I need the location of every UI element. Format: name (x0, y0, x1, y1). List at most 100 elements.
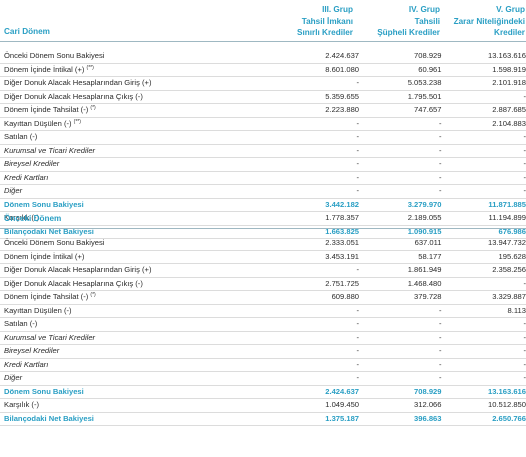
value-cell-group-5: - (441, 331, 526, 345)
row-label-text: Satılan (-) (4, 132, 38, 141)
value-cell-group-4: - (359, 171, 442, 185)
row-label: Dönem İçinde İntikal (+) (**) (0, 63, 256, 77)
value-cell-group-4: - (359, 317, 442, 332)
value-cell-group-5: 13.163.616 (441, 384, 526, 399)
row-label: Dönem Sonu Bakiyesi (0, 384, 256, 399)
group-5-subtitle-1: Zarar Niteliğindeki (453, 17, 525, 26)
row-label-text: Kayıttan Düşülen (-) (4, 118, 72, 128)
group-5-subtitle-2: Krediler (494, 28, 525, 37)
row-label-text: Dönem İçinde İntikal (+) (4, 251, 85, 261)
value-cell-group-5: 2.101.918 (441, 76, 526, 91)
column-header-group-3: III. Grup Tahsil İmkanı Sınırlı Krediler (297, 4, 353, 38)
section-title-previous: Önceki Dönem (4, 214, 62, 223)
row-label: Satılan (-) (0, 317, 256, 332)
value-cell-group-3: - (255, 344, 360, 359)
value-cell-group-3: 3.453.191 (255, 250, 360, 264)
value-cell-group-4: - (359, 130, 442, 145)
row-label-text: Diğer (4, 373, 23, 382)
group-3-title: III. Grup (322, 5, 353, 14)
value-cell-group-5: - (441, 157, 526, 172)
value-cell-group-4: - (359, 371, 442, 386)
table-row: Diğer Donuk Alacak Hesaplarından Giriş (… (0, 76, 526, 91)
value-cell-group-4: 1.795.501 (359, 90, 442, 104)
current-period-rows: Önceki Dönem Sonu Bakiyesi 2.424.637 708.9… (0, 50, 526, 239)
value-cell-group-4: - (359, 117, 442, 131)
table-row: Diğer Donuk Alacak Hesaplarına Çıkış (-)… (0, 277, 526, 291)
value-cell-group-4: 58.177 (359, 250, 442, 264)
value-cell-group-4: - (359, 304, 442, 318)
value-cell-group-3: - (255, 130, 360, 145)
row-label: Bireysel Krediler (0, 157, 256, 172)
row-footnote-marker: (**) (73, 118, 81, 125)
value-cell-group-5: - (441, 144, 526, 158)
row-label: Kayıttan Düşülen (-) (0, 304, 256, 318)
table-row: Bireysel Krediler - - - (0, 344, 526, 359)
table-row: Diğer - - - (0, 184, 526, 199)
row-label: Önceki Dönem Sonu Bakiyesi (0, 50, 256, 64)
value-cell-group-5: - (441, 358, 526, 372)
row-label: Diğer Donuk Alacak Hesaplarına Çıkış (-) (0, 277, 256, 291)
row-label: Kurumsal ve Ticari Krediler (0, 144, 256, 158)
row-label: Bireysel Krediler (0, 344, 256, 359)
table-row: Satılan (-) - - - (0, 130, 526, 145)
row-label-text: Dönem İçinde Tahsilat (-) (4, 105, 89, 114)
value-cell-group-3: 609.880 (255, 290, 360, 305)
value-cell-group-5: 11.194.899 (441, 211, 526, 226)
row-label-text: Karşılık (-) (4, 400, 40, 409)
value-cell-group-4: 396.863 (359, 412, 442, 426)
table-row: Dönem İçinde İntikal (+) (**) 8.601.080 60… (0, 63, 526, 77)
row-label-text: Önceki Dönem Sonu Bakiyesi (4, 238, 105, 247)
row-label-text: Diğer Donuk Alacak Hesaplarına Çıkış (-) (4, 91, 143, 101)
value-cell-group-4: 312.066 (359, 398, 442, 413)
header-divider (0, 41, 526, 42)
row-label-text: Önceki Dönem Sonu Bakiyesi (4, 51, 105, 60)
row-label: Kurumsal ve Ticari Krediler (0, 331, 256, 345)
table-row: Kayıttan Düşülen (-) (**) - -2.104.883 (0, 117, 526, 131)
value-cell-group-5: 195.628 (441, 250, 526, 264)
row-label-text: Diğer Donuk Alacak Hesaplarına Çıkış (-) (4, 278, 143, 288)
value-cell-group-5: - (441, 90, 526, 104)
value-cell-group-4: 1.468.480 (359, 277, 442, 291)
group-4-title: IV. Grup (408, 5, 440, 14)
table-row: Kurumsal ve Ticari Krediler - - - (0, 331, 526, 345)
row-label: Karşılık (-) (0, 211, 256, 226)
group-3-subtitle-1: Tahsil İmkanı (301, 17, 353, 26)
value-cell-group-3: - (255, 331, 360, 345)
value-cell-group-5: 2.104.883 (441, 117, 526, 131)
previous-period-rows: Önceki Dönem Sonu Bakiyesi 2.333.051 637.0… (0, 237, 526, 426)
value-cell-group-4: 1.861.949 (359, 263, 442, 278)
section-divider (0, 228, 526, 229)
group-5-title: V. Grup (496, 5, 525, 14)
row-label-text: Satılan (-) (4, 319, 38, 328)
row-label: Karşılık (-) (0, 398, 256, 413)
value-cell-group-3: - (255, 263, 360, 278)
value-cell-group-4: - (359, 157, 442, 172)
value-cell-group-3: 5.359.655 (255, 90, 360, 104)
column-header-group-5: V. Grup Zarar Niteliğindeki Krediler (454, 4, 525, 38)
row-label: Dönem İçinde Tahsilat (-) (*) (0, 103, 256, 118)
value-cell-group-3: - (255, 304, 360, 318)
value-cell-group-3: 2.424.637 (255, 50, 360, 64)
value-cell-group-3: 2.424.637 (255, 384, 360, 399)
row-label: Satılan (-) (0, 130, 256, 145)
table-row: Diğer - - - (0, 371, 526, 386)
value-cell-group-4: 747.657 (359, 103, 442, 118)
value-cell-group-4: 637.011 (359, 237, 442, 251)
row-label-text: Kredi Kartları (4, 172, 49, 182)
value-cell-group-5: - (441, 371, 526, 386)
value-cell-group-4: - (359, 184, 442, 199)
row-label: Önceki Dönem Sonu Bakiyesi (0, 237, 256, 251)
value-cell-group-3: - (255, 76, 360, 91)
value-cell-group-5: 8.113 (441, 304, 526, 318)
value-cell-group-3: - (255, 171, 360, 185)
table-header: III. Grup Tahsil İmkanı Sınırlı Krediler… (0, 0, 526, 50)
value-cell-group-5: - (441, 317, 526, 332)
table-row: Karşılık (-) 1.049.450 312.066 10.512.850 (0, 398, 526, 413)
table-row: Karşılık (-) 1.778.357 2.189.055 11.194.899 (0, 211, 526, 226)
value-cell-group-3: - (255, 317, 360, 332)
previous-period-table: Önceki Dönem Sonu Bakiyesi 2.333.051 637.0… (0, 237, 526, 426)
value-cell-group-5: 10.512.850 (441, 398, 526, 413)
value-cell-group-5: 2.887.685 (441, 103, 526, 118)
row-label: Diğer Donuk Alacak Hesaplarından Giriş (… (0, 76, 256, 91)
value-cell-group-4: - (359, 344, 442, 359)
